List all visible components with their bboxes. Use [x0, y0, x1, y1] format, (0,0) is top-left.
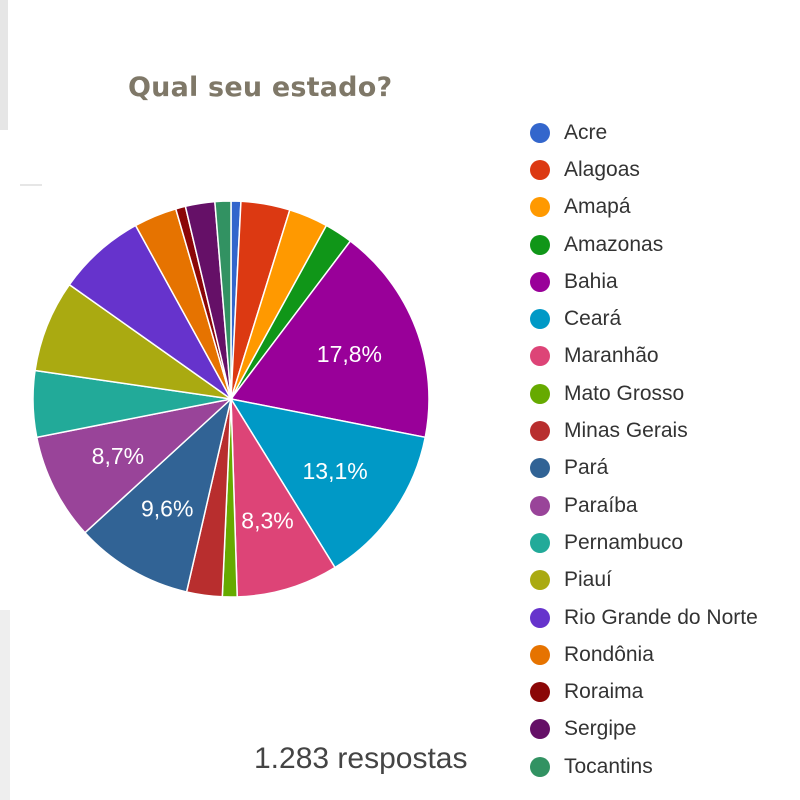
pie-slice-par- [83, 396, 233, 593]
legend-label: Rondônia [564, 642, 654, 666]
legend-swatch-icon [530, 271, 550, 292]
legend-swatch-icon [530, 756, 550, 777]
legend-swatch-icon [530, 495, 550, 516]
legend-label: Piauí [564, 568, 612, 592]
legend-item[interactable]: Minas Gerais [530, 412, 758, 449]
pie-slice-maranh-o [230, 396, 337, 598]
slice-label: 8,3% [241, 507, 293, 533]
legend-item[interactable]: Bahia [530, 263, 758, 300]
legend-item[interactable]: Tocantins [530, 748, 758, 785]
legend: Acre Alagoas Amapá Amazonas Bahia Ceará Maranh… [530, 114, 758, 785]
legend-label: Pernambuco [564, 530, 684, 554]
slice-label: 17,8% [317, 341, 382, 367]
legend-label: Acre [564, 120, 608, 144]
legend-item[interactable]: Roraima [530, 673, 758, 710]
legend-item[interactable]: Rio Grande do Norte [530, 599, 758, 636]
legend-label: Maranhão [564, 344, 659, 368]
legend-swatch-icon [530, 644, 550, 665]
legend-item[interactable]: Amazonas [530, 226, 758, 263]
legend-swatch-icon [530, 607, 550, 628]
legend-label: Paraíba [564, 493, 638, 517]
legend-item[interactable]: Pará [530, 450, 758, 487]
left-edge-mark-mid [20, 184, 42, 186]
legend-label: Minas Gerais [564, 419, 688, 443]
legend-swatch-icon [530, 159, 550, 180]
legend-label: Roraima [564, 680, 644, 704]
legend-label: Alagoas [564, 157, 640, 181]
slice-label: 13,1% [302, 458, 367, 484]
chart-title: Qual seu estado? [128, 72, 393, 103]
legend-swatch-icon [530, 122, 550, 143]
legend-item[interactable]: Ceará [530, 300, 758, 337]
pie-slice-bahia [229, 239, 430, 439]
legend-swatch-icon [530, 719, 550, 740]
legend-label: Pará [564, 456, 609, 480]
legend-swatch-icon [530, 458, 550, 479]
legend-item[interactable]: Maranhão [530, 338, 758, 375]
legend-item[interactable]: Sergipe [530, 711, 758, 748]
pie-slice-cear- [229, 397, 427, 569]
legend-item[interactable]: Alagoas [530, 151, 758, 188]
legend-label: Bahia [564, 269, 618, 293]
slice-label: 9,6% [141, 496, 193, 522]
legend-label: Mato Grosso [564, 381, 685, 405]
legend-swatch-icon [530, 383, 550, 404]
legend-item[interactable]: Pernambuco [530, 524, 758, 561]
legend-item[interactable]: Rondônia [530, 636, 758, 673]
legend-label: Amazonas [564, 232, 664, 256]
legend-swatch-icon [530, 346, 550, 367]
legend-swatch-icon [530, 234, 550, 255]
legend-item[interactable]: Paraíba [530, 487, 758, 524]
legend-swatch-icon [530, 309, 550, 330]
slice-label: 8,7% [92, 443, 144, 469]
pie-slice-para-ba [35, 397, 234, 534]
legend-swatch-icon [530, 197, 550, 218]
legend-label: Amapá [564, 195, 631, 219]
pie-slice-tocantins [214, 200, 232, 400]
legend-swatch-icon [530, 532, 550, 553]
legend-label: Sergipe [564, 717, 637, 741]
legend-label: Tocantins [564, 754, 653, 778]
response-count: 1.283 respostas [254, 742, 468, 775]
legend-label: Rio Grande do Norte [564, 605, 758, 629]
legend-item[interactable]: Acre [530, 114, 758, 151]
legend-swatch-icon [530, 421, 550, 442]
legend-item[interactable]: Amapá [530, 189, 758, 226]
left-edge-mark-top [0, 0, 8, 130]
legend-item[interactable]: Piauí [530, 562, 758, 599]
legend-swatch-icon [530, 570, 550, 591]
legend-swatch-icon [530, 682, 550, 703]
left-edge-mark-bottom [0, 610, 10, 800]
legend-label: Ceará [564, 307, 622, 331]
legend-item[interactable]: Mato Grosso [530, 375, 758, 412]
